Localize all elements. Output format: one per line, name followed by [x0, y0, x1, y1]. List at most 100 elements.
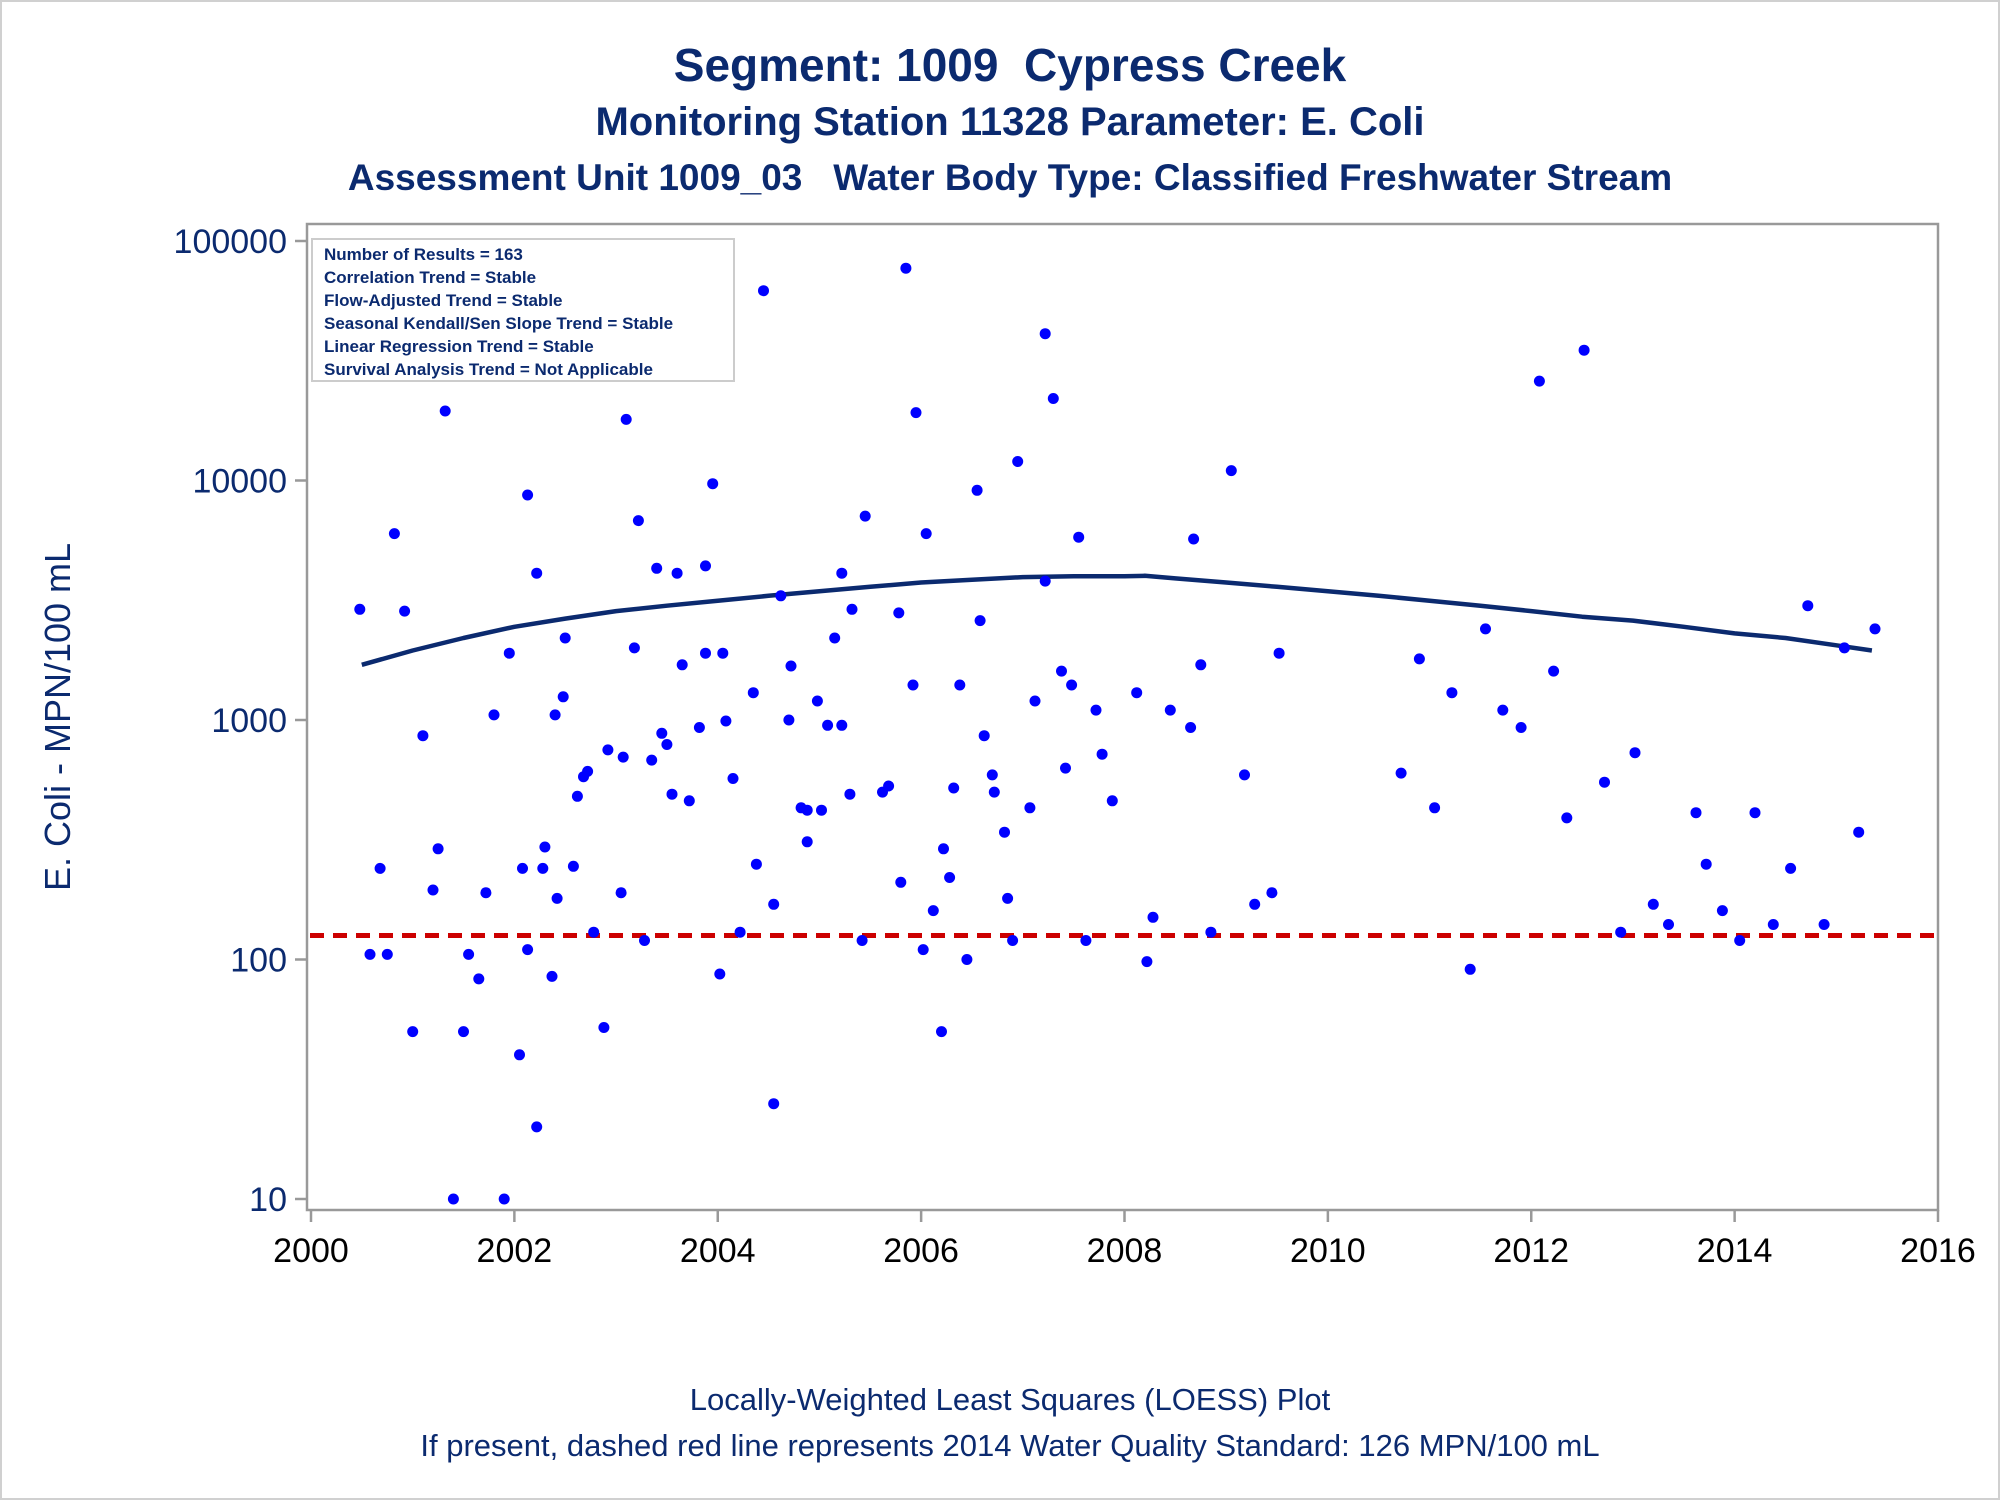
data-point — [582, 765, 594, 777]
data-point — [856, 935, 868, 946]
x-tick-label: 2010 — [1290, 1232, 1366, 1270]
data-point — [1429, 802, 1441, 814]
data-point — [1734, 935, 1746, 946]
data-point — [646, 754, 658, 766]
chart-subtitle: Monitoring Station 11328 Parameter: E. C… — [595, 100, 1425, 144]
data-point — [1024, 802, 1036, 814]
data-point — [531, 567, 543, 579]
x-tick-label: 2008 — [1087, 1232, 1163, 1270]
data-point — [374, 862, 386, 874]
data-point — [720, 715, 732, 727]
data-point — [598, 1022, 610, 1033]
data-point — [514, 1049, 525, 1061]
data-point — [1056, 665, 1067, 677]
chart-title: Segment: 1009 Cypress Creek — [673, 39, 1347, 91]
x-axis: 2000 2002 2004 2006 2008 2010 2012 2014 2016 — [273, 1210, 1976, 1270]
data-point — [1039, 575, 1051, 587]
data-point — [750, 858, 762, 870]
data-point — [907, 679, 919, 691]
data-point — [693, 722, 705, 733]
data-point — [1497, 704, 1509, 716]
data-point — [522, 944, 534, 956]
data-point — [948, 782, 960, 794]
data-point — [661, 739, 673, 750]
stats-inset-box — [311, 238, 735, 382]
data-point — [567, 860, 579, 872]
data-point — [829, 632, 841, 644]
data-point — [1578, 344, 1590, 356]
data-point — [1273, 647, 1285, 659]
data-point — [961, 954, 973, 965]
data-point — [427, 884, 439, 896]
data-point — [971, 484, 983, 496]
data-point — [399, 605, 411, 617]
data-point — [1047, 393, 1059, 404]
x-tick-label: 2002 — [477, 1232, 553, 1270]
data-point — [1716, 905, 1728, 917]
data-point — [639, 935, 650, 946]
inset-line: Number of Results = 163 — [324, 245, 523, 264]
data-point — [1147, 911, 1159, 923]
data-point — [900, 262, 912, 274]
data-point — [617, 751, 629, 763]
data-point — [1599, 776, 1610, 788]
data-point — [364, 948, 376, 960]
data-point — [986, 769, 998, 781]
data-point — [1266, 887, 1278, 899]
y-tick-label: 100000 — [174, 223, 287, 261]
data-point — [1039, 328, 1051, 340]
data-point — [1205, 926, 1217, 938]
footnote-standard: If present, dashed red line represents 2… — [420, 1428, 1600, 1463]
data-point — [632, 515, 644, 527]
data-point — [1838, 642, 1850, 654]
data-point — [1002, 892, 1014, 904]
data-point — [557, 691, 569, 703]
data-point — [936, 1026, 947, 1038]
data-point — [1561, 812, 1573, 824]
data-point — [917, 944, 929, 956]
data-point — [480, 887, 492, 899]
data-point — [978, 730, 990, 742]
data-point — [531, 1121, 543, 1133]
data-point — [785, 660, 797, 672]
data-point — [927, 905, 939, 917]
data-point — [1188, 533, 1200, 545]
data-point — [354, 603, 366, 615]
data-point — [1818, 919, 1830, 930]
data-point — [727, 773, 739, 784]
data-point — [988, 786, 1000, 798]
data-point — [844, 788, 856, 800]
data-point — [859, 510, 871, 522]
data-point — [910, 407, 922, 419]
data-point — [1060, 762, 1071, 774]
data-point — [447, 1193, 459, 1205]
data-point — [801, 804, 813, 816]
data-point — [714, 968, 726, 980]
data-point — [816, 804, 827, 816]
data-point — [734, 926, 746, 938]
x-tick-label: 2006 — [883, 1232, 959, 1270]
data-point — [620, 413, 632, 425]
data-point — [503, 647, 515, 659]
data-point — [1785, 862, 1797, 874]
x-tick-label: 2014 — [1697, 1232, 1773, 1270]
data-point — [546, 970, 558, 982]
data-point — [656, 727, 668, 739]
loess-line — [361, 573, 1873, 667]
data-point — [1090, 704, 1102, 716]
data-point — [671, 567, 683, 579]
x-tick-label: 2012 — [1493, 1232, 1569, 1270]
data-point — [717, 647, 729, 659]
data-point — [944, 872, 956, 883]
data-point — [602, 744, 614, 756]
data-point — [588, 926, 600, 938]
inset-line: Seasonal Kendall/Sen Slope Trend = Stabl… — [324, 314, 673, 333]
data-point — [666, 788, 678, 800]
data-point — [1615, 926, 1627, 938]
data-point — [381, 948, 393, 960]
data-point — [522, 489, 534, 501]
x-tick-label: 2000 — [273, 1232, 349, 1270]
data-point — [1869, 623, 1881, 635]
